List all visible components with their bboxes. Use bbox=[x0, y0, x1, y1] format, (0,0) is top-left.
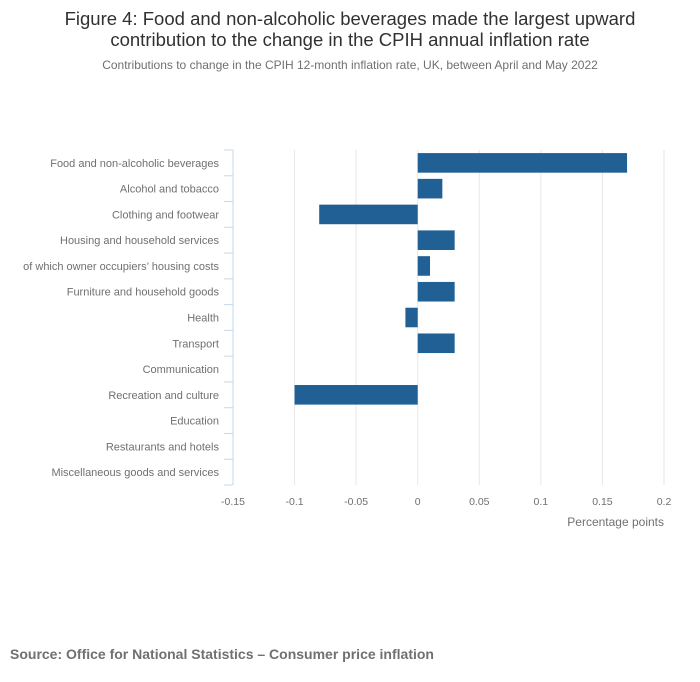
source-note: Source: Office for National Statistics –… bbox=[10, 646, 434, 662]
bar bbox=[417, 153, 628, 173]
category-label: Communication bbox=[143, 364, 219, 376]
category-label: Education bbox=[170, 416, 219, 428]
bars bbox=[294, 153, 628, 405]
category-label: Miscellaneous goods and services bbox=[51, 467, 219, 479]
y-axis bbox=[224, 149, 234, 486]
category-label: of which owner occupiers’ housing costs bbox=[23, 261, 219, 273]
x-tick-labels: -0.15 -0.1 -0.05 0 0.05 0.1 0.15 0.2 bbox=[221, 496, 671, 508]
x-tick-label: 0.2 bbox=[657, 496, 672, 508]
category-label: Furniture and household goods bbox=[67, 287, 220, 299]
bar bbox=[294, 385, 418, 405]
category-label: Food and non-alcoholic beverages bbox=[50, 158, 219, 170]
x-tick-label: 0.1 bbox=[534, 496, 549, 508]
chart-title-line-2: contribution to the change in the CPIH a… bbox=[110, 29, 590, 50]
category-label: Clothing and footwear bbox=[112, 209, 219, 221]
bar bbox=[417, 178, 443, 199]
bar bbox=[417, 333, 455, 354]
category-label: Transport bbox=[172, 338, 219, 350]
bar bbox=[319, 204, 418, 225]
category-label: Recreation and culture bbox=[108, 390, 219, 402]
category-label: Health bbox=[187, 313, 219, 325]
chart-subtitle: Contributions to change in the CPIH 12-m… bbox=[102, 58, 598, 72]
x-tick-label: -0.05 bbox=[344, 496, 368, 508]
category-label: Alcohol and tobacco bbox=[120, 184, 219, 196]
category-label: Restaurants and hotels bbox=[106, 441, 220, 453]
chart-title-line-1: Figure 4: Food and non-alcoholic beverag… bbox=[64, 8, 636, 29]
x-axis-title: Percentage points bbox=[567, 515, 664, 529]
x-tick-label: -0.15 bbox=[221, 496, 245, 508]
bar bbox=[417, 256, 431, 276]
x-tick-label: -0.1 bbox=[286, 496, 304, 508]
category-labels: Food and non-alcoholic beverages Alcohol … bbox=[23, 158, 219, 479]
x-tick-label: 0 bbox=[415, 496, 421, 508]
bar bbox=[417, 230, 455, 250]
x-tick-label: 0.15 bbox=[592, 496, 613, 508]
x-tick-label: 0.05 bbox=[469, 496, 490, 508]
bar bbox=[417, 281, 455, 302]
category-label: Housing and household services bbox=[60, 235, 219, 247]
chart-title: Figure 4: Food and non-alcoholic beverag… bbox=[0, 8, 700, 50]
bar bbox=[405, 307, 418, 328]
gridlines bbox=[294, 150, 665, 485]
